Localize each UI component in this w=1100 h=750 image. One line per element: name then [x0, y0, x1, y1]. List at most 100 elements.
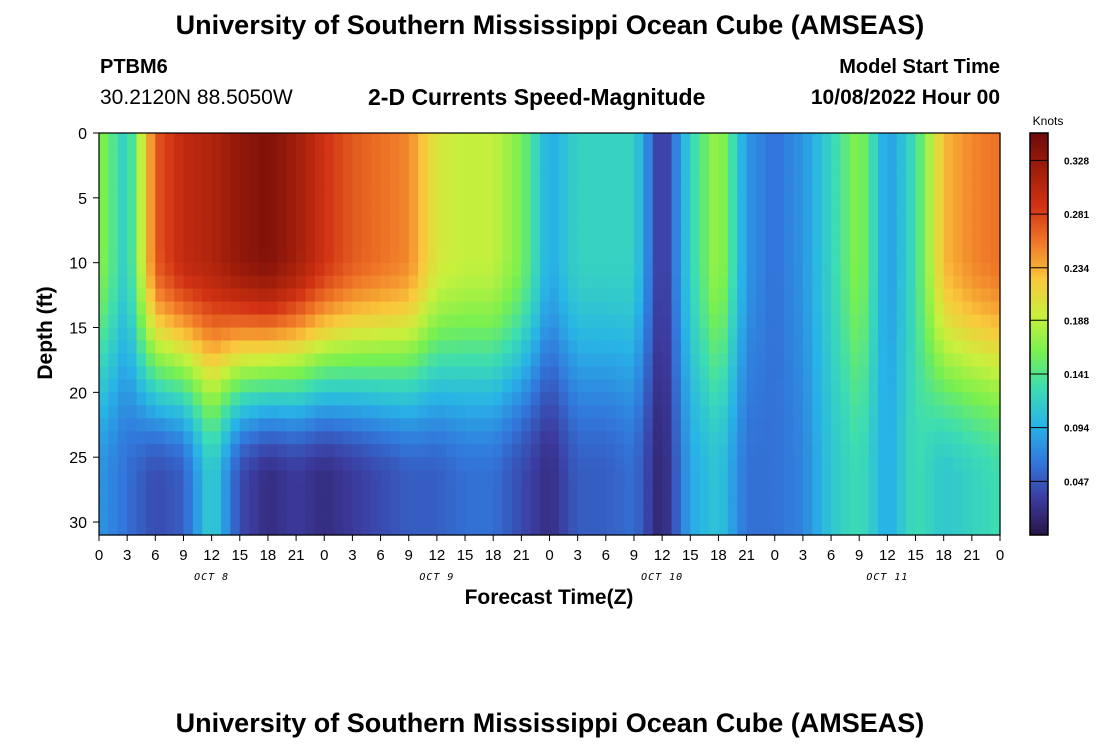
heatmap-cell — [971, 197, 982, 212]
heatmap-cell — [511, 509, 522, 523]
heatmap-cell — [174, 483, 185, 497]
heatmap-cell — [474, 353, 485, 368]
heatmap-cell — [568, 444, 579, 458]
heatmap-cell — [155, 353, 166, 368]
heatmap-cell — [352, 314, 363, 329]
heatmap-cell — [915, 366, 926, 380]
heatmap-cell — [117, 145, 128, 160]
heatmap-cell — [943, 301, 954, 316]
heatmap-cell — [258, 197, 269, 212]
heatmap-cell — [530, 288, 541, 303]
heatmap-cell — [690, 184, 701, 199]
heatmap-cell — [962, 470, 973, 484]
heatmap-cell — [446, 522, 457, 536]
heatmap-cell — [737, 327, 748, 342]
heatmap-cell — [202, 496, 213, 510]
heatmap-cell — [680, 158, 691, 173]
heatmap-cell — [887, 275, 898, 290]
heatmap-cell — [887, 314, 898, 329]
heatmap-cell — [709, 327, 720, 342]
heatmap-cell — [812, 379, 823, 393]
heatmap-cell — [117, 275, 128, 290]
heatmap-cell — [305, 171, 316, 186]
heatmap-cell — [277, 444, 288, 458]
heatmap-cell — [831, 366, 842, 380]
heatmap-cell — [465, 522, 476, 536]
heatmap-cell — [380, 288, 391, 303]
heatmap-cell — [99, 262, 109, 277]
heatmap-cell — [108, 184, 119, 199]
heatmap-cell — [643, 288, 654, 303]
heatmap-cell — [549, 457, 560, 471]
heatmap-cell — [540, 262, 551, 277]
heatmap-cell — [145, 249, 156, 264]
heatmap-cell — [615, 314, 626, 329]
heatmap-cell — [521, 444, 532, 458]
heatmap-cell — [943, 457, 954, 471]
heatmap-cell — [981, 470, 992, 484]
heatmap-cell — [380, 418, 391, 432]
heatmap-cell — [662, 405, 673, 419]
heatmap-cell — [774, 366, 785, 380]
heatmap-cell — [127, 496, 138, 510]
heatmap-cell — [493, 366, 504, 380]
heatmap-cell — [230, 145, 241, 160]
heatmap-cell — [849, 223, 860, 238]
heatmap-cell — [615, 509, 626, 523]
heatmap-cell — [943, 145, 954, 160]
heatmap-cell — [493, 379, 504, 393]
heatmap-cell — [615, 223, 626, 238]
heatmap-cell — [436, 470, 447, 484]
heatmap-cell — [633, 405, 644, 419]
heatmap-cell — [408, 392, 419, 406]
heatmap-cell — [943, 184, 954, 199]
heatmap-cell — [202, 327, 213, 342]
heatmap-cell — [605, 288, 616, 303]
heatmap-cell — [267, 288, 278, 303]
heatmap-cell — [690, 301, 701, 316]
heatmap-cell — [934, 249, 945, 264]
heatmap-cell — [117, 158, 128, 173]
heatmap-cell — [981, 457, 992, 471]
heatmap-cell — [849, 301, 860, 316]
heatmap-cell — [314, 392, 325, 406]
heatmap-cell — [633, 379, 644, 393]
heatmap-cell — [821, 210, 832, 225]
currents-heatmap-chart: 0 3 6 9 12 15 18 21 0 3 6 9 12 15 18 21 0 3 6 9 12 15 18 21 0 3 6 9… — [34, 114, 1089, 609]
heatmap-cell — [605, 197, 616, 212]
x-tick-label: 12 — [879, 547, 896, 564]
heatmap-cell — [727, 522, 738, 536]
heatmap-cell — [596, 133, 607, 147]
heatmap-cell — [99, 171, 109, 186]
heatmap-cell — [652, 470, 663, 484]
heatmap-cell — [521, 158, 532, 173]
heatmap-cell — [418, 431, 429, 445]
heatmap-cell — [192, 158, 203, 173]
heatmap-cell — [521, 327, 532, 342]
heatmap-cell — [615, 496, 626, 510]
heatmap-cell — [286, 444, 297, 458]
heatmap-cell — [474, 145, 485, 160]
heatmap-cell — [680, 431, 691, 445]
heatmap-cell — [108, 171, 119, 186]
heatmap-cell — [812, 366, 823, 380]
heatmap-cell — [465, 431, 476, 445]
heatmap-cell — [418, 171, 429, 186]
heatmap-cell — [718, 223, 729, 238]
heatmap-cell — [690, 522, 701, 536]
heatmap-cell — [493, 249, 504, 264]
heatmap-cell — [446, 353, 457, 368]
heatmap-cell — [380, 184, 391, 199]
heatmap-cell — [765, 197, 776, 212]
heatmap-cell — [540, 340, 551, 355]
heatmap-cell — [755, 210, 766, 225]
heatmap-cell — [333, 392, 344, 406]
heatmap-cell — [953, 392, 964, 406]
heatmap-cell — [483, 522, 494, 536]
heatmap-cell — [230, 288, 241, 303]
heatmap-cell — [962, 340, 973, 355]
heatmap-cell — [211, 340, 222, 355]
heatmap-cell — [371, 457, 382, 471]
heatmap-cell — [924, 301, 935, 316]
heatmap-cell — [746, 444, 757, 458]
